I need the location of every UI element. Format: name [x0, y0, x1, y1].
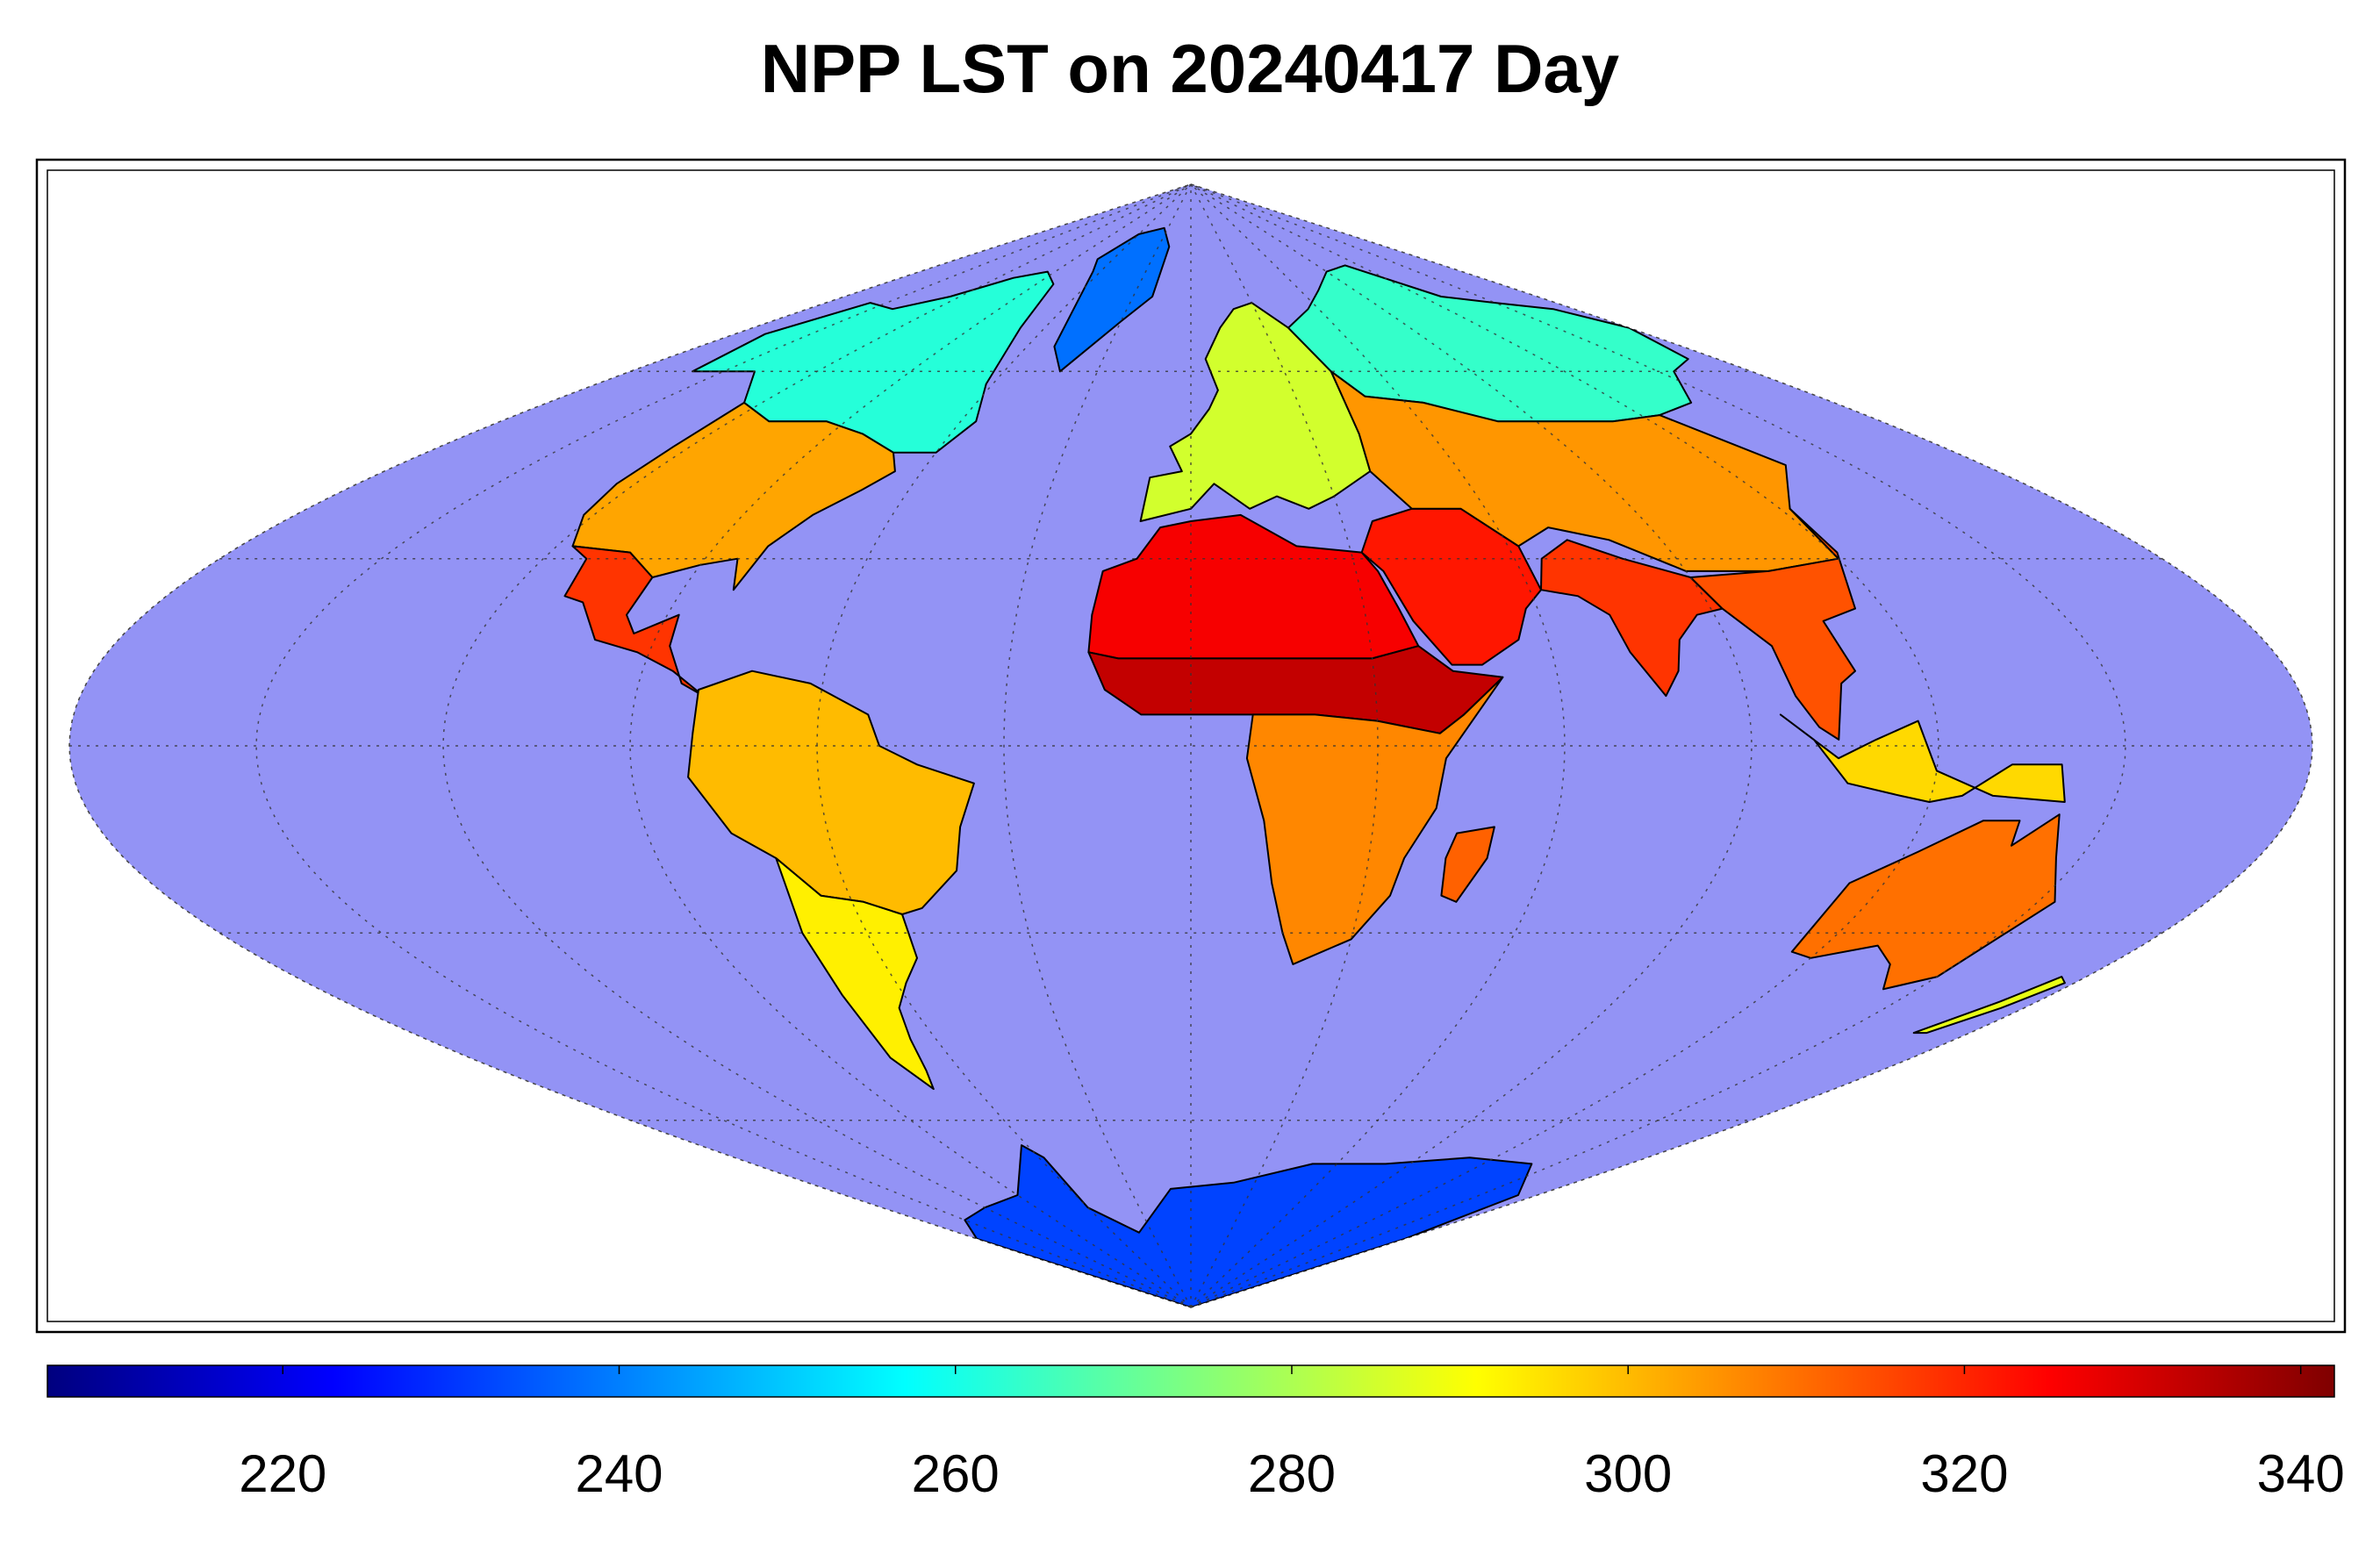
- land-region-south-america: [687, 670, 975, 915]
- colorbar-tick-label: 300: [1584, 1444, 1673, 1503]
- meridian-line: [1003, 183, 1192, 1308]
- colorbar-tick-label: 240: [575, 1444, 663, 1503]
- colorbar-ticks: [282, 1365, 2302, 1374]
- land-region-south-america-south: [775, 857, 935, 1091]
- land-region-madagascar: [1440, 826, 1495, 903]
- meridian-line: [1190, 183, 1939, 1308]
- land-region-europe: [1139, 302, 1372, 522]
- colorbar-tick-label: 340: [2256, 1444, 2345, 1503]
- land-region-southeast-asia: [1689, 507, 1856, 741]
- land-surface-temperature: [563, 226, 2066, 1307]
- colorbar-tick-label: 320: [1920, 1444, 2009, 1503]
- land-region-australia: [1790, 813, 2061, 991]
- colorbar-tick-label: 220: [239, 1444, 327, 1503]
- colorbar-tick-label: 280: [1247, 1444, 1337, 1503]
- meridian-line: [816, 183, 1192, 1308]
- land-region-southern-africa: [1245, 676, 1504, 965]
- land-region-indonesia: [1779, 713, 2066, 803]
- colorbar: [47, 1364, 2335, 1398]
- land-region-new-zealand: [1912, 976, 2066, 1035]
- land-region-north-america-central: [571, 401, 896, 591]
- land-region-india: [1540, 539, 1724, 698]
- map-title: NPP LST on 20240417 Day: [760, 30, 1620, 107]
- outer-frame: [35, 158, 2347, 1334]
- colorbar-tick-label: 260: [911, 1444, 1000, 1503]
- land-region-greenland: [1053, 226, 1171, 373]
- graticule: [69, 183, 2312, 1308]
- land-region-mexico: [563, 545, 705, 698]
- land-region-antarctica: [964, 1144, 1533, 1307]
- inner-frame: [47, 169, 2335, 1322]
